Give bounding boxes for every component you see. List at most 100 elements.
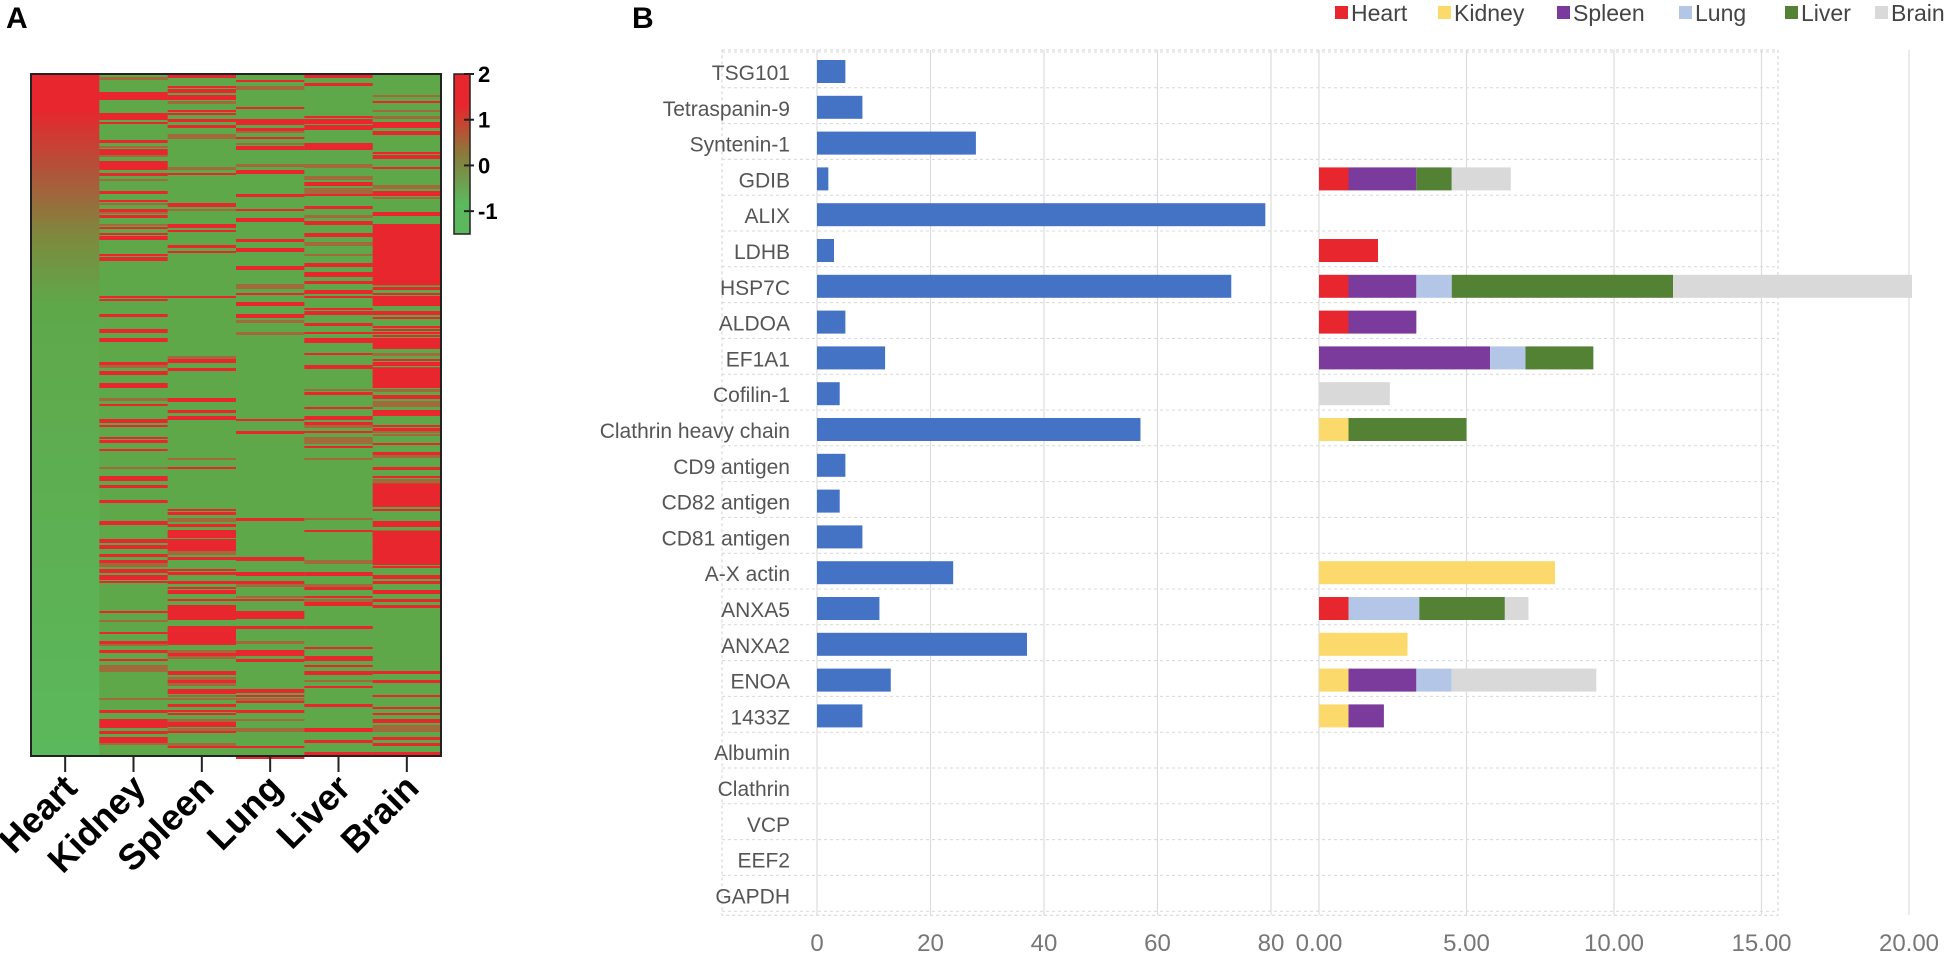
heatmap-cell	[99, 632, 168, 634]
x-tick-label: 80	[1258, 930, 1285, 957]
bar-segment-liver	[1451, 274, 1673, 298]
heatmap-cell	[372, 521, 441, 524]
heatmap-cell	[236, 695, 305, 697]
heatmap-column-heart	[31, 74, 100, 756]
bar-total	[817, 489, 840, 513]
heatmap-cell	[304, 206, 373, 209]
heatmap-cell	[99, 365, 168, 368]
bar-segment-liver	[1419, 597, 1505, 620]
heatmap-cell	[372, 599, 441, 602]
heatmap-cell	[167, 551, 236, 555]
panel-b-letter: B	[632, 2, 654, 35]
heatmap-cell	[99, 191, 168, 194]
heatmap-cell	[304, 599, 373, 603]
heatmap-cell	[304, 431, 373, 433]
heatmap-cell	[99, 737, 168, 740]
heatmap-cell	[372, 338, 441, 342]
bar-segment-lung	[1348, 597, 1420, 620]
category-label: Cofilin-1	[713, 384, 790, 407]
heatmap-cell	[99, 476, 168, 480]
heatmap-cell	[167, 746, 236, 748]
heatmap-cell	[236, 641, 305, 644]
heatmap-cell	[167, 245, 236, 248]
heatmap-cell	[99, 569, 168, 573]
heatmap-cell	[167, 650, 236, 654]
legend-label: Spleen	[1573, 0, 1645, 26]
heatmap-cell	[167, 605, 236, 608]
x-tick-label: 0	[810, 930, 823, 957]
heatmap-cell	[99, 698, 168, 700]
heatmap-cell	[372, 590, 441, 594]
heatmap-cell	[167, 134, 236, 137]
category-label: TSG101	[712, 62, 790, 85]
heatmap-cell	[372, 434, 441, 436]
heatmap-cell	[167, 569, 236, 571]
heatmap-cell	[167, 356, 236, 359]
heatmap-cell	[99, 440, 168, 443]
category-label: ANXA5	[721, 599, 790, 622]
heatmap-cell	[99, 725, 168, 728]
heatmap-cell	[167, 695, 236, 697]
heatmap-cell	[236, 710, 305, 713]
heatmap-cell	[99, 437, 168, 439]
heatmap-cell	[372, 575, 441, 579]
heatmap-cell	[372, 344, 441, 347]
heatmap-cell	[372, 728, 441, 732]
heatmap-cell	[167, 125, 236, 128]
heatmap-cell	[167, 728, 236, 732]
heatmap-cell	[236, 719, 305, 721]
heatmap-cell	[99, 299, 168, 301]
x-tick-label: 60	[1144, 930, 1171, 957]
heatmap-cell	[167, 680, 236, 684]
bar-segment-heart	[1319, 167, 1349, 191]
heatmap-cell	[372, 254, 441, 258]
heatmap-cell	[167, 692, 236, 694]
heatmap-cell	[304, 275, 373, 277]
heatmap-cell	[99, 146, 168, 148]
heatmap-cell	[99, 740, 168, 743]
heatmap-cell	[304, 182, 373, 186]
category-label: CD82 antigen	[662, 492, 790, 515]
heatmap-cell	[167, 230, 236, 232]
heatmap-cell	[99, 644, 168, 646]
heatmap-cell	[236, 584, 305, 587]
heatmap-cell	[99, 314, 168, 317]
category-label: Tetraspanin-9	[663, 98, 790, 121]
legend-item-liver: Liver	[1785, 0, 1851, 26]
heatmap-cell	[99, 215, 168, 218]
heatmap-cell	[99, 668, 168, 672]
legend-swatch	[1875, 6, 1888, 19]
heatmap-cell	[372, 191, 441, 194]
heatmap-cell	[236, 581, 305, 585]
heatmap-cell	[99, 500, 168, 503]
heatmap-cell	[167, 599, 236, 601]
heatmap-cell	[304, 191, 373, 195]
heatmap-cell	[99, 485, 168, 488]
heatmap-cell	[372, 335, 441, 337]
x-axis-ticks: 0 20 40 60 80 0.00 5.00 10.00 15.00 20.00	[810, 930, 1939, 957]
heatmap-cell	[304, 671, 373, 675]
heatmap-cell	[167, 731, 236, 733]
heatmap-cell	[99, 398, 168, 401]
heatmap-cell	[304, 389, 373, 391]
heatmap-cell	[99, 77, 168, 80]
heatmap-cell	[372, 425, 441, 427]
heatmap-cell	[236, 164, 305, 167]
heatmap-cell	[304, 656, 373, 660]
heatmap-cell	[372, 116, 441, 119]
heatmap-cell	[99, 209, 168, 212]
heatmap-cell	[304, 587, 373, 590]
heatmap-cell	[372, 389, 441, 392]
heatmap-cell	[304, 308, 373, 310]
heatmap-cell	[304, 440, 373, 444]
heatmap-cell	[372, 287, 441, 290]
legend-item-brain: Brain	[1875, 0, 1945, 26]
heatmap-cell	[236, 728, 305, 732]
heatmap-cell	[236, 626, 305, 629]
heatmap-cell	[167, 209, 236, 211]
heatmap-cell	[372, 362, 441, 366]
legend-swatch	[1335, 6, 1348, 19]
heatmap-cell	[236, 557, 305, 561]
heatmap-cell	[167, 671, 236, 675]
heatmap-cell	[99, 539, 168, 543]
